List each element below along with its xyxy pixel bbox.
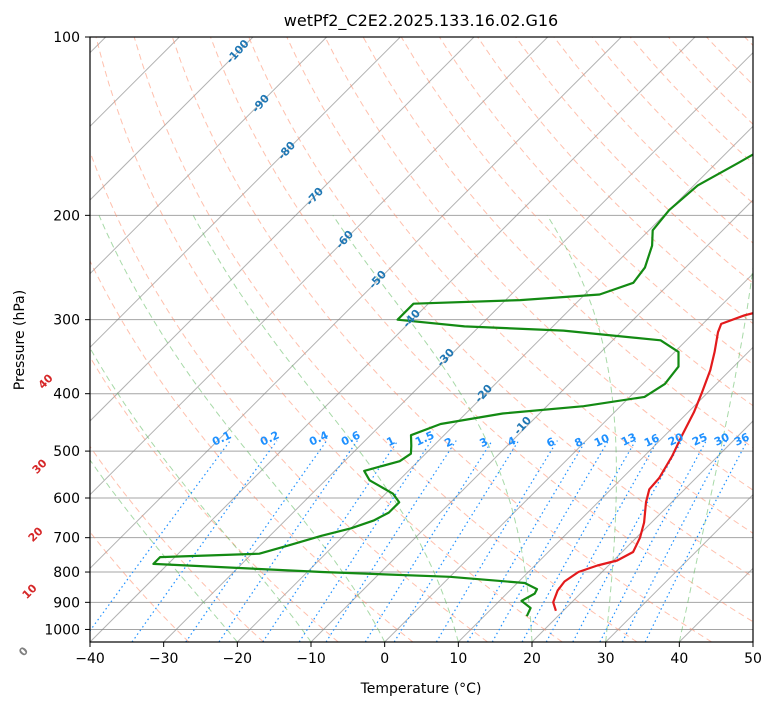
mixing-ratio-line [364,440,493,642]
isotherm-line [384,272,753,642]
isotherm-line [531,420,753,642]
x-tick-label: 50 [744,651,762,667]
x-tick-label: 0 [380,651,389,667]
y-tick-label: 300 [53,313,80,329]
y-tick-label: 1000 [44,622,80,638]
dry-adiabat-line [248,37,753,578]
isotherm-line [457,346,753,642]
isotherm-line [90,37,549,496]
plot-frame [89,36,754,643]
y-tick-label: 900 [53,595,80,611]
x-tick-label: −20 [223,651,253,667]
isotherm-line [90,37,622,570]
y-tick-label: 500 [53,444,80,460]
chart-title: wetPf2_C2E2.2025.133.16.02.G16 [284,11,558,31]
mixing-ratio-line [644,440,748,642]
isotherm-line [236,125,753,642]
moist-adiabat-line [332,215,533,642]
x-tick-label: 40 [670,651,688,667]
isotherm-line [90,37,475,422]
mixing-ratio-label: 25 [690,430,709,448]
x-tick-label: −30 [149,651,179,667]
y-tick-label: 400 [53,387,80,403]
isotherm-line [605,493,753,642]
moist-adiabat-line [678,263,753,642]
moist-adiabat-line [90,459,238,642]
isotherm-line [90,37,328,275]
y-tick-label: 600 [53,491,80,507]
temperature-line [552,312,753,612]
isotherm-line [90,37,696,642]
mixing-ratio-line [131,440,278,642]
mixing-ratio-label: 20 [666,430,686,448]
isotherm-line [90,37,254,201]
x-tick-label: 20 [523,651,541,667]
dry-adiabat-line [515,37,753,284]
mixing-ratio-label: 10 [592,431,612,449]
dry-adiabat-line [324,37,753,491]
dry-adiabat-line [90,445,264,642]
background-lines [90,37,753,642]
mixing-ratio-line [621,440,728,642]
mixing-ratio-line [572,440,683,642]
sounding-profiles [152,153,753,617]
mixing-ratio-label: 13 [619,430,638,448]
dewpoint-line [152,153,753,617]
x-axis: −40 −30 −20 −10 0 10 20 30 40 50 [75,642,762,667]
mixing-ratio-label: 16 [642,431,662,449]
mixing-ratio-line [599,440,707,642]
mixing-ratio-line [545,440,659,642]
moist-adiabat-line [192,215,459,642]
isotherm-line [90,37,401,349]
dry-adiabat-line [210,37,753,623]
y-tick-label: 100 [53,30,80,46]
moist-adiabat-line [98,215,386,642]
mixing-ratio-line [466,440,587,642]
mixing-ratio-label: 30 [712,430,732,448]
dry-adiabat-line [90,259,414,642]
mixing-ratio-line [491,440,609,642]
mixing-ratio-line [393,440,520,642]
isotherm-line [163,51,753,642]
mixing-ratio-line [298,440,432,642]
moist-adiabat-line [546,215,617,642]
mixing-ratio-line [435,440,558,642]
mixing-ratio-label: 36 [732,430,752,448]
x-tick-label: −40 [75,651,105,667]
y-tick-label: 700 [53,531,80,547]
x-axis-title: Temperature (°C) [360,681,482,697]
dry-adiabat-line [171,37,712,642]
mixing-ratio-line [521,440,637,642]
y-tick-label: 200 [53,208,80,224]
mixing-ratio-line [185,440,328,642]
dry-adiabat-line [95,37,563,642]
y-axis: 100 200 300 400 500 600 700 800 900 1000 [44,30,90,638]
dry-adiabat-line [133,37,638,642]
x-tick-label: −10 [296,651,326,667]
dry-adiabat-line [286,37,753,534]
x-tick-label: 10 [449,651,467,667]
y-tick-label: 800 [53,565,80,581]
y-axis-title: Pressure (hPa) [12,290,28,390]
x-tick-label: 30 [597,651,615,667]
moist-adiabat-line [90,347,312,642]
